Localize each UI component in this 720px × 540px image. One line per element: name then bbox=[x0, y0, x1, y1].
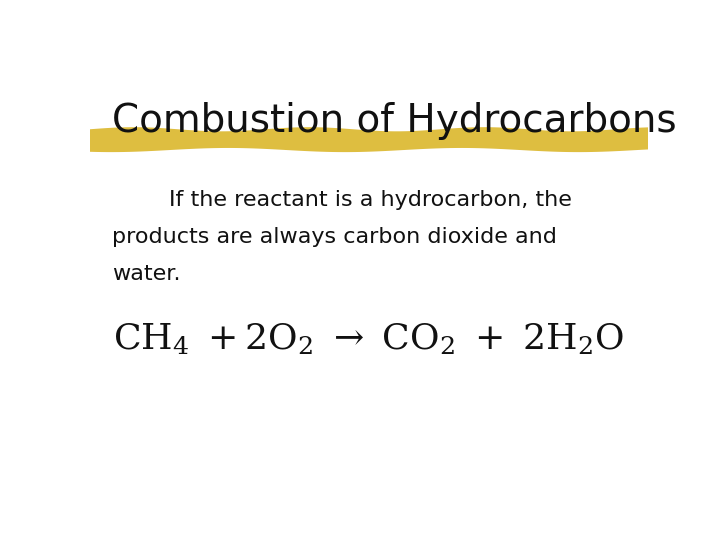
Text: Combustion of Hydrocarbons: Combustion of Hydrocarbons bbox=[112, 102, 677, 140]
Text: If the reactant is a hydrocarbon, the: If the reactant is a hydrocarbon, the bbox=[112, 190, 572, 210]
Text: $\rm CH_4 \ + 2O_2 \ \rightarrow \ CO_2 \ + \ 2H_2O$: $\rm CH_4 \ + 2O_2 \ \rightarrow \ CO_2 … bbox=[113, 321, 625, 357]
Polygon shape bbox=[90, 127, 648, 152]
Text: water.: water. bbox=[112, 265, 181, 285]
Text: products are always carbon dioxide and: products are always carbon dioxide and bbox=[112, 227, 557, 247]
